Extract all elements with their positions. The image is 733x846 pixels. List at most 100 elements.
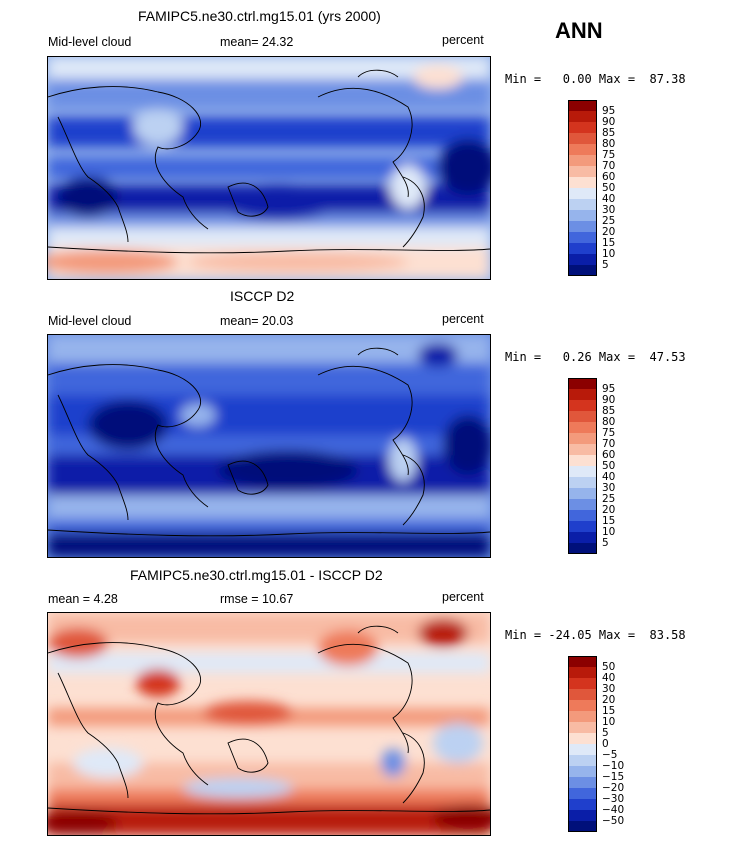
panel1-colorbar-tick: 10 (602, 248, 616, 260)
panel2-colorbar-tick: 25 (602, 493, 616, 505)
panel3-colorbar-tick: −30 (602, 793, 625, 805)
panel1-minmax: Min = 0.00 Max = 87.38 (505, 72, 686, 86)
panel3-mean-label: mean = 4.28 (48, 592, 118, 606)
panel2-colorbar-tick: 20 (602, 504, 616, 516)
panel1-colorbar-swatch (568, 243, 597, 254)
panel3-colorbar-swatch (568, 656, 597, 667)
panel3-colorbar-tick: −10 (602, 760, 625, 772)
panel2-colorbar-swatch (568, 488, 597, 499)
panel1-colorbar-swatch (568, 155, 597, 166)
panel3-colorbar-tick: −5 (602, 749, 618, 761)
panel3-colorbar-swatch (568, 755, 597, 766)
panel2-colorbar-swatch (568, 466, 597, 477)
panel1-variable-label: Mid-level cloud (48, 35, 132, 49)
panel1-colorbar-swatch (568, 144, 597, 155)
panel3-colorbar-swatch (568, 711, 597, 722)
panel2-colorbar-tick: 10 (602, 526, 616, 538)
panel2-colorbar-tick: 40 (602, 471, 616, 483)
panel3-units-label: percent (442, 590, 484, 604)
panel3-colorbar-tick: 10 (602, 716, 616, 728)
panel3-colorbar-swatch (568, 744, 597, 755)
panel2-colorbar-swatch (568, 521, 597, 532)
panel3-colorbar-swatch (568, 788, 597, 799)
panel3-colorbar-swatch (568, 689, 597, 700)
panel1-colorbar-tick: 15 (602, 237, 616, 249)
panel3-map (47, 612, 491, 836)
panel2-minmax: Min = 0.26 Max = 47.53 (505, 350, 686, 364)
panel2-colorbar-swatch (568, 433, 597, 444)
panel1-colorbar-swatch (568, 177, 597, 188)
panel1-colorbar-tick: 20 (602, 226, 616, 238)
panel2-units-label: percent (442, 312, 484, 326)
panel3-colorbar-tick: −20 (602, 782, 625, 794)
panel2-colorbar-swatch (568, 543, 597, 554)
panel1-colorbar-tick: 95 (602, 105, 616, 117)
panel2-colorbar-swatch (568, 477, 597, 488)
panel3-colorbar-swatch (568, 810, 597, 821)
panel1-units-label: percent (442, 33, 484, 47)
panel3-colorbar-swatch (568, 777, 597, 788)
panel3-colorbar-swatch (568, 821, 597, 832)
panel2-colorbar-tick: 60 (602, 449, 616, 461)
panel1-colorbar-swatch (568, 210, 597, 221)
panel2-colorbar-tick: 75 (602, 427, 616, 439)
panel1-colorbar-swatch (568, 122, 597, 133)
panel2-title: ISCCP D2 (230, 288, 295, 304)
panel3-colorbar-tick: −15 (602, 771, 625, 783)
panel3-colorbar-swatch (568, 733, 597, 744)
panel1-colorbar-swatch (568, 133, 597, 144)
panel2-colorbar-swatch (568, 444, 597, 455)
panel1-colorbar-swatch (568, 221, 597, 232)
panel1-colorbar-swatch (568, 265, 597, 276)
panel3-colorbar-tick: 5 (602, 727, 609, 739)
panel2-colorbar-tick: 90 (602, 394, 616, 406)
panel2-colorbar-swatch (568, 378, 597, 389)
panel1-colorbar-tick: 25 (602, 215, 616, 227)
panel1-colorbar-tick: 70 (602, 160, 616, 172)
panel3-colorbar-tick: −50 (602, 815, 625, 827)
panel3-colorbar-tick: 20 (602, 694, 616, 706)
panel1-colorbar-tick: 75 (602, 149, 616, 161)
panel1-colorbar-swatch (568, 254, 597, 265)
panel1-colorbar-tick: 60 (602, 171, 616, 183)
panel2-colorbar-swatch (568, 532, 597, 543)
panel3-colorbar-tick: 15 (602, 705, 616, 717)
panel3-colorbar-tick: 30 (602, 683, 616, 695)
panel1-colorbar-swatch (568, 188, 597, 199)
panel1-colorbar-swatch (568, 199, 597, 210)
panel3-colorbar-tick: −40 (602, 804, 625, 816)
panel2-mean-label: mean= 20.03 (220, 314, 294, 328)
panel1-colorbar-tick: 85 (602, 127, 616, 139)
panel1-colorbar-tick: 80 (602, 138, 616, 150)
panel2-colorbar-swatch (568, 455, 597, 466)
panel1-colorbar-swatch (568, 100, 597, 111)
panel1-mean-label: mean= 24.32 (220, 35, 294, 49)
panel3-colorbar-swatch (568, 700, 597, 711)
panel3-colorbar-swatch (568, 766, 597, 777)
panel2-colorbar-swatch (568, 422, 597, 433)
panel2-colorbar-swatch (568, 400, 597, 411)
panel2-variable-label: Mid-level cloud (48, 314, 132, 328)
panel2-colorbar-tick: 30 (602, 482, 616, 494)
panel3-colorbar-swatch (568, 667, 597, 678)
season-label: ANN (555, 18, 603, 43)
panel1-colorbar-swatch (568, 232, 597, 243)
panel2-colorbar-tick: 15 (602, 515, 616, 527)
panel1-colorbar-swatch (568, 111, 597, 122)
panel3-colorbar-swatch (568, 799, 597, 810)
panel3-colorbar-swatch (568, 678, 597, 689)
panel1-colorbar-tick: 5 (602, 259, 609, 271)
panel2-colorbar-swatch (568, 510, 597, 521)
panel3-colorbar-swatch (568, 722, 597, 733)
panel3-colorbar-tick: 40 (602, 672, 616, 684)
panel2-colorbar-tick: 80 (602, 416, 616, 428)
panel3-title: FAMIPC5.ne30.ctrl.mg15.01 - ISCCP D2 (130, 567, 383, 583)
panel2-map (47, 334, 491, 558)
panel1-colorbar-tick: 50 (602, 182, 616, 194)
panel3-colorbar-tick: 0 (602, 738, 609, 750)
panel2-colorbar-swatch (568, 499, 597, 510)
panel1-map (47, 56, 491, 280)
panel1-colorbar-tick: 30 (602, 204, 616, 216)
panel1-colorbar-tick: 90 (602, 116, 616, 128)
panel1-colorbar-swatch (568, 166, 597, 177)
